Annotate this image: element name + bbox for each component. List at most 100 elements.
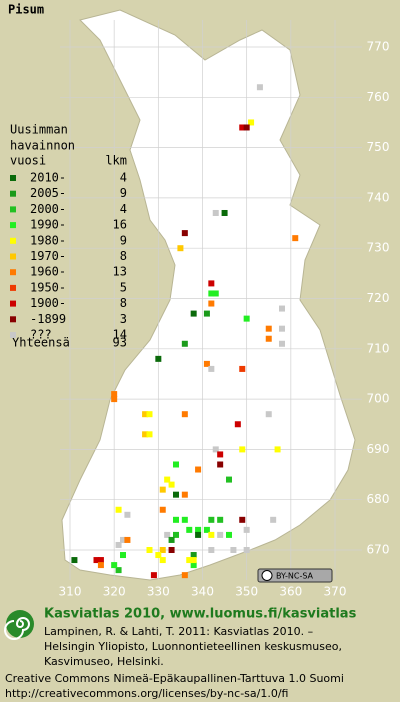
- occurrence-point: [208, 516, 215, 523]
- occurrence-point: [265, 325, 272, 332]
- occurrence-point: [256, 84, 263, 91]
- legend-swatch: [10, 284, 16, 291]
- legend-swatch: [10, 316, 16, 323]
- occurrence-point: [279, 340, 285, 347]
- legend-swatch: [10, 237, 16, 244]
- legend-swatch: [10, 300, 16, 307]
- occurrence-point: [146, 411, 153, 418]
- y-tick-label: 690: [367, 442, 390, 456]
- license-line: http://creativecommons.org/licenses/by-n…: [5, 687, 288, 700]
- occurrence-point: [164, 531, 171, 538]
- occurrence-point: [248, 119, 255, 126]
- occurrence-point: [195, 531, 202, 538]
- legend-swatch: [10, 175, 16, 181]
- citation-line: Kasvimuseo, Helsinki.: [44, 655, 164, 668]
- occurrence-point: [190, 562, 197, 569]
- occurrence-point: [177, 245, 184, 252]
- y-tick-label: 760: [367, 90, 390, 104]
- legend-swatch: [10, 253, 16, 260]
- legend-count: 13: [113, 265, 127, 279]
- occurrence-point: [203, 360, 210, 367]
- occurrence-point: [190, 310, 197, 317]
- occurrence-point: [159, 557, 166, 564]
- citation-line: Helsingin Yliopisto, Luonnontieteellinen…: [44, 640, 342, 653]
- y-tick-label: 670: [367, 543, 390, 557]
- citation-line: Lampinen, R. & Lahti, T. 2011: Kasviatla…: [44, 625, 313, 638]
- occurrence-point: [155, 552, 162, 559]
- legend-header: vuosi: [10, 154, 46, 168]
- occurrence-point: [212, 446, 219, 453]
- occurrence-point: [168, 547, 175, 553]
- occurrence-point: [124, 536, 131, 543]
- occurrence-point: [190, 557, 197, 564]
- occurrence-point: [181, 491, 188, 498]
- occurrence-point: [208, 531, 215, 538]
- occurrence-point: [265, 411, 272, 418]
- legend-label: 2005-: [30, 186, 66, 200]
- occurrence-point: [181, 230, 188, 237]
- legend-swatch: [10, 206, 16, 213]
- legend-label: 1980-: [30, 233, 66, 247]
- credits-heading: Kasviatlas 2010, www.luomus.fi/kasviatla…: [44, 607, 357, 622]
- license-badge: [257, 568, 333, 583]
- occurrence-point: [97, 562, 104, 569]
- occurrence-point: [115, 541, 122, 548]
- occurrence-points: [71, 84, 299, 579]
- occurrence-point: [173, 516, 179, 523]
- occurrence-point: [168, 536, 175, 543]
- occurrence-point: [142, 431, 149, 438]
- occurrence-point: [181, 411, 188, 418]
- occurrence-point: [239, 124, 246, 131]
- license-badge-text: BY-NC-SA: [276, 572, 314, 581]
- logo-circle: [6, 610, 34, 638]
- occurrence-point: [265, 335, 272, 342]
- y-tick-label: 710: [367, 341, 390, 355]
- occurrence-point: [190, 552, 197, 559]
- legend-count: 8: [120, 249, 127, 263]
- legend-count: 14: [113, 328, 127, 342]
- occurrence-point: [150, 572, 157, 579]
- y-tick-label: 770: [367, 40, 390, 54]
- occurrence-point: [243, 315, 250, 322]
- y-tick-label: 740: [367, 190, 390, 204]
- occurrence-point: [203, 526, 210, 533]
- occurrence-point: [239, 365, 246, 372]
- legend-count: 4: [120, 202, 127, 216]
- occurrence-point: [217, 451, 224, 458]
- legend-swatch: [10, 332, 16, 338]
- occurrence-point: [111, 562, 118, 569]
- occurrence-point: [243, 526, 250, 533]
- occurrence-point: [168, 481, 175, 488]
- license-line: Creative Commons Nimeä-Epäkaupallinen-Ta…: [5, 672, 344, 685]
- x-tick-label: 320: [103, 585, 126, 599]
- legend-total-label: Yhteensä: [12, 336, 70, 350]
- occurrence-point: [212, 209, 219, 216]
- occurrence-point: [230, 547, 237, 553]
- occurrence-point: [208, 365, 215, 372]
- x-tick-label: 370: [324, 585, 347, 599]
- species-title: Pisum: [8, 3, 44, 17]
- legend-label: 1950-: [30, 280, 66, 294]
- occurrence-point: [146, 547, 153, 553]
- occurrence-point: [243, 547, 250, 553]
- occurrence-point: [115, 506, 122, 513]
- occurrence-point: [120, 552, 126, 559]
- occurrence-point: [208, 290, 215, 297]
- occurrence-point: [93, 557, 100, 564]
- x-tick-label: 310: [59, 585, 82, 599]
- logo: [4, 610, 34, 640]
- legend-swatch: [10, 269, 16, 276]
- legend-swatch: [10, 190, 16, 197]
- occurrence-point: [208, 300, 215, 307]
- legend-label: 2010-: [30, 171, 66, 185]
- cc-icon: [261, 570, 273, 581]
- occurrence-point: [71, 557, 78, 564]
- legend-count: 4: [120, 171, 127, 185]
- logo-spiral: [4, 617, 30, 640]
- occurrence-point: [173, 491, 179, 498]
- occurrence-point: [208, 547, 215, 553]
- legend-label: 2000-: [30, 202, 66, 216]
- occurrence-point: [155, 355, 162, 362]
- occurrence-point: [97, 557, 104, 564]
- occurrence-point: [226, 476, 232, 483]
